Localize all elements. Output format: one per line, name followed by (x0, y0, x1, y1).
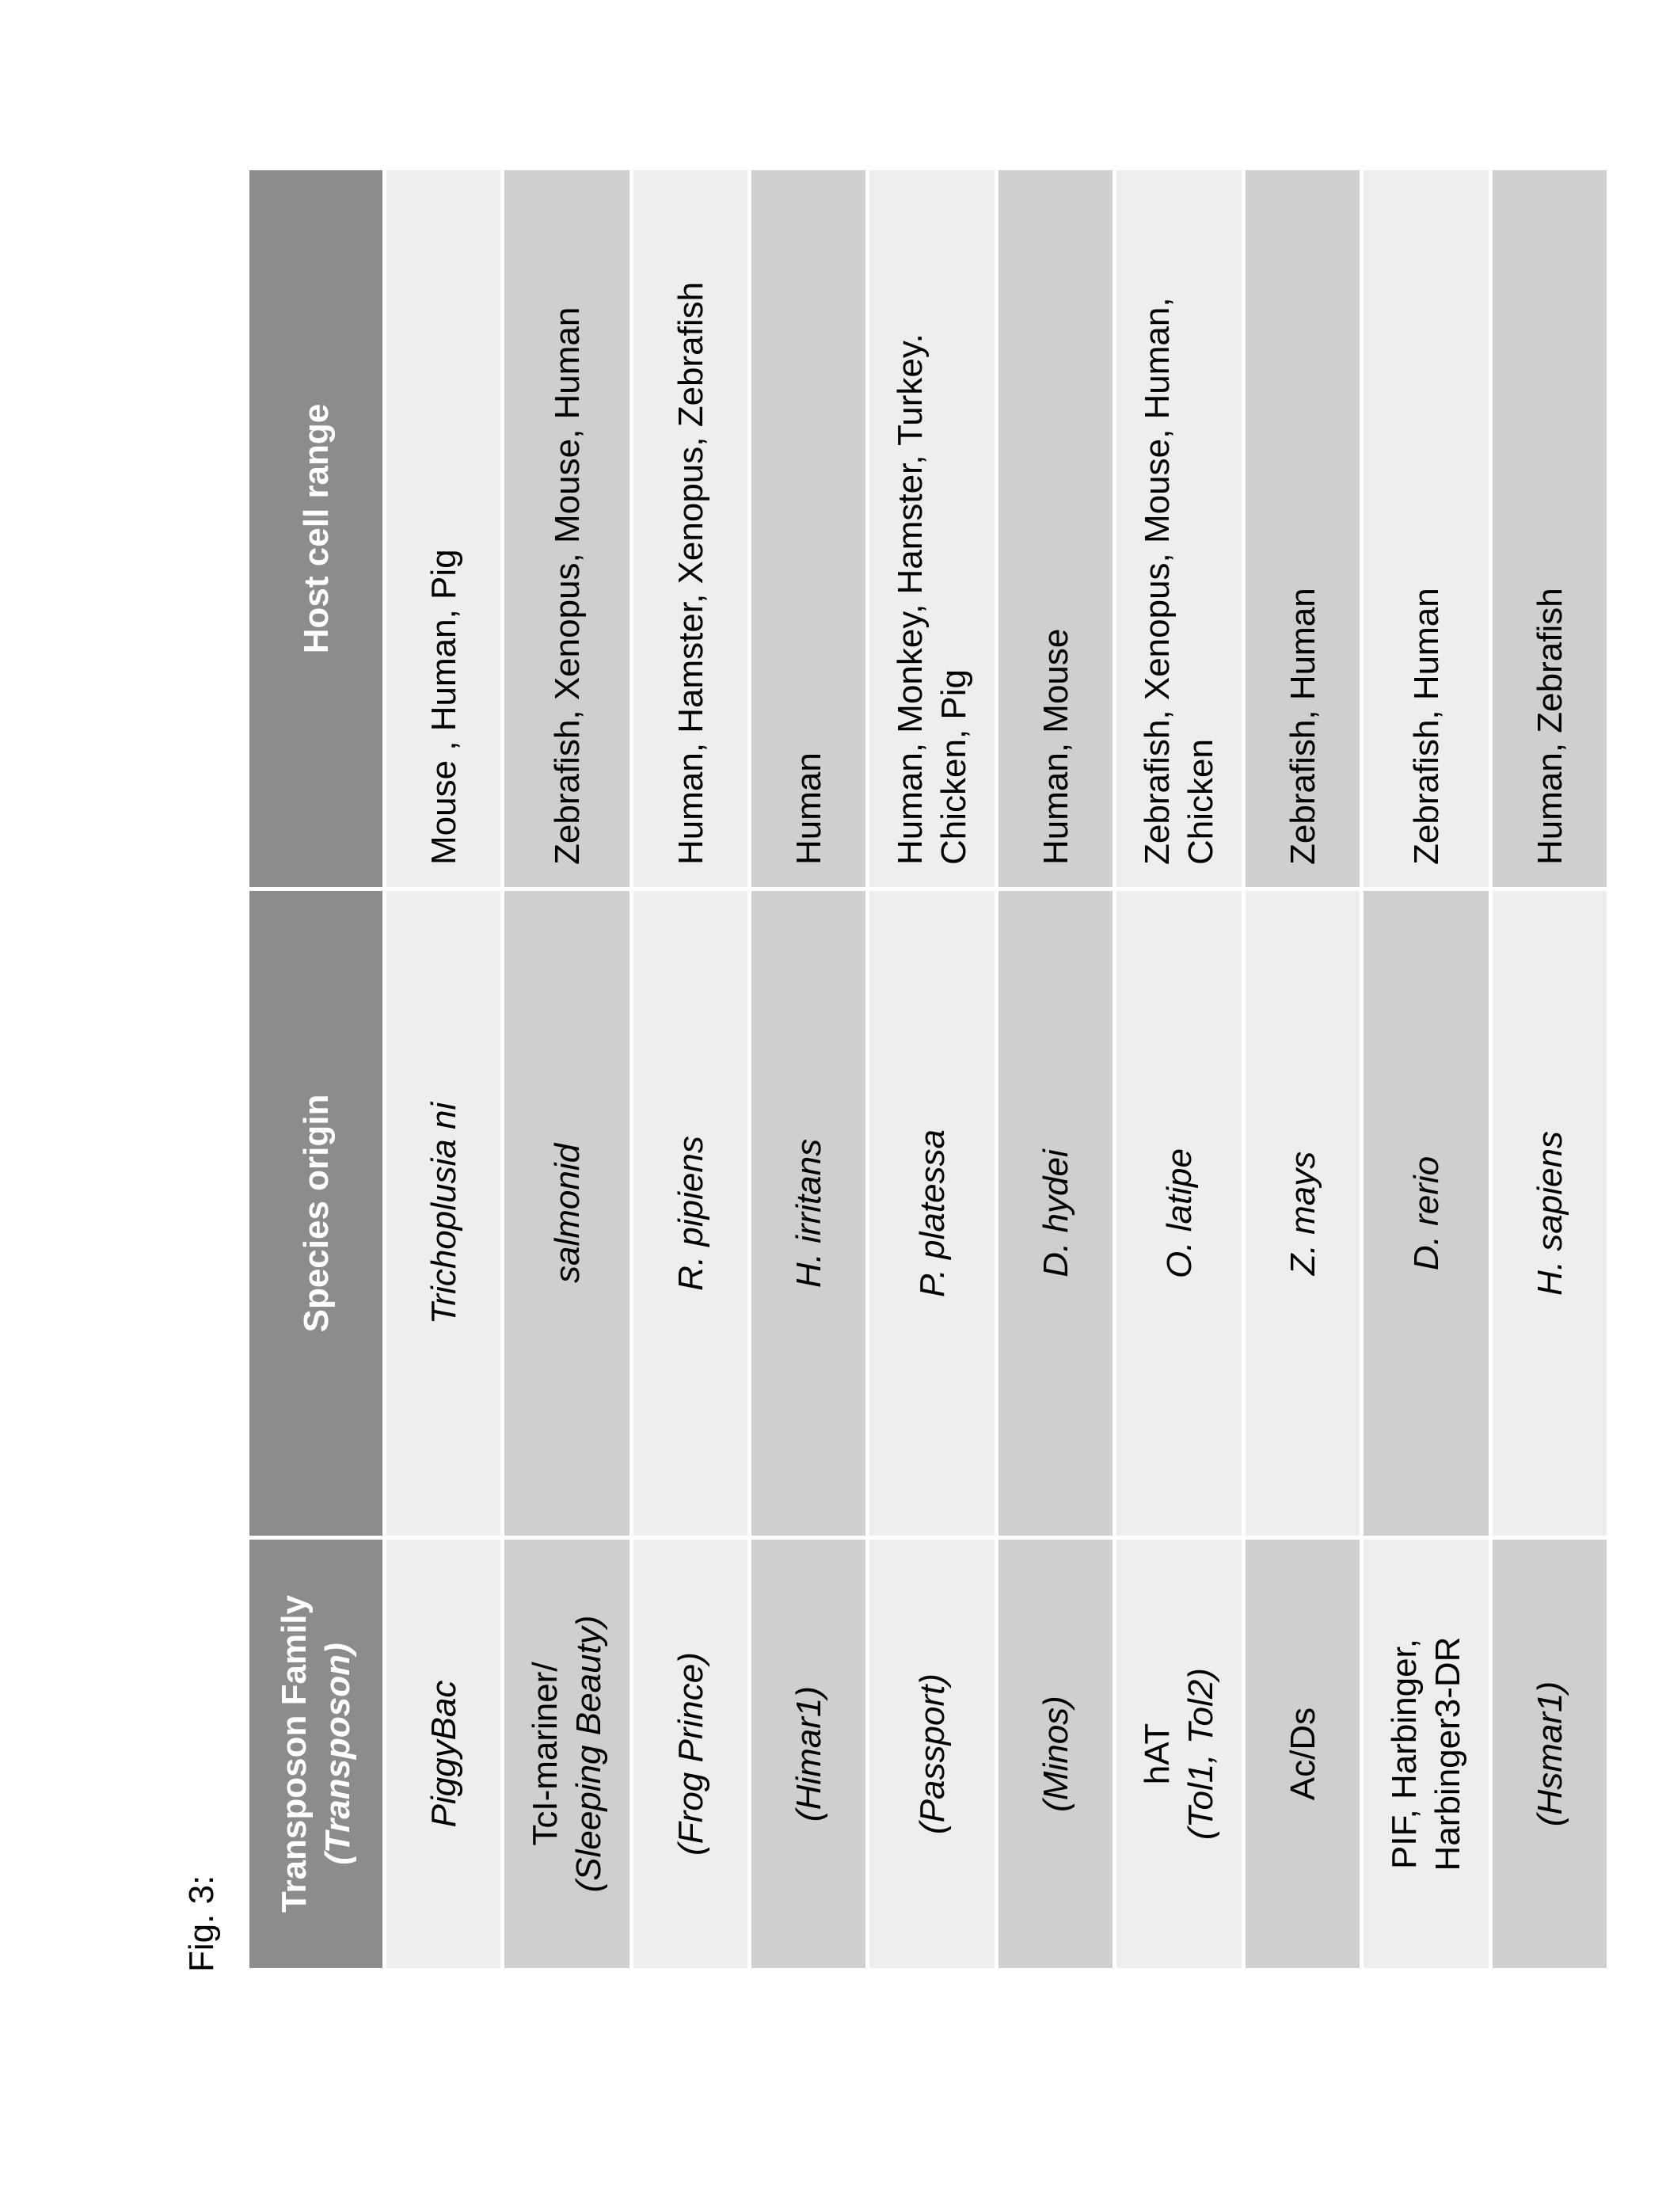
transposon-table: Transposon Family (Transposon) Species o… (245, 166, 1611, 1972)
table-row: (Hsmar1)H. sapiensHuman, Zebrafish (1491, 169, 1609, 1970)
cell-family: (Hsmar1) (1491, 1538, 1609, 1970)
cell-host: Zebrafish, Human (1244, 169, 1362, 889)
cell-host: Zebrafish, Xenopus, Mouse, Human, Chicke… (1115, 169, 1244, 889)
cell-host: Human, Mouse (997, 169, 1115, 889)
header-family-line2: (Transposon) (318, 1643, 357, 1864)
cell-origin: H. irritans (750, 889, 868, 1538)
cell-host: Human (750, 169, 868, 889)
table-row: (Passport)P. platessaHuman, Monkey, Hams… (868, 169, 997, 1970)
cell-family: (Himar1) (750, 1538, 868, 1970)
cell-origin: R. pipiens (632, 889, 750, 1538)
cell-host: Mouse , Human, Pig (385, 169, 503, 889)
table-row: (Himar1)H. irritansHuman (750, 169, 868, 1970)
cell-family: TcI-mariner/(Sleeping Beauty) (503, 1538, 632, 1970)
header-family-line1: Transposon Family (275, 1595, 314, 1913)
cell-host: Human, Zebrafish (1491, 169, 1609, 889)
table-row: (Frog Prince)R. pipiensHuman, Hamster, X… (632, 169, 750, 1970)
header-host: Host cell range (248, 169, 385, 889)
table-row: (Minos)D. hydeiHuman, Mouse (997, 169, 1115, 1970)
cell-origin: Trichoplusia ni (385, 889, 503, 1538)
cell-origin: salmonid (503, 889, 632, 1538)
figure-caption: Fig. 3: (182, 166, 222, 1972)
cell-host: Human, Hamster, Xenopus, Zebrafish (632, 169, 750, 889)
table-row: PIF, Harbinger, Harbinger3-DRD. rerioZeb… (1362, 169, 1491, 1970)
cell-family: hAT(Tol1, Tol2) (1115, 1538, 1244, 1970)
cell-origin: D. rerio (1362, 889, 1491, 1538)
cell-family: (Frog Prince) (632, 1538, 750, 1970)
table-row: PiggyBacTrichoplusia niMouse , Human, Pi… (385, 169, 503, 1970)
table-row: Ac/DsZ. maysZebrafish, Human (1244, 169, 1362, 1970)
header-family: Transposon Family (Transposon) (248, 1538, 385, 1970)
cell-host: Human, Monkey, Hamster, Turkey. Chicken,… (868, 169, 997, 889)
cell-family: (Minos) (997, 1538, 1115, 1970)
cell-host: Zebrafish, Xenopus, Mouse, Human (503, 169, 632, 889)
cell-family: Ac/Ds (1244, 1538, 1362, 1970)
cell-origin: H. sapiens (1491, 889, 1609, 1538)
cell-origin: Z. mays (1244, 889, 1362, 1538)
cell-family: PiggyBac (385, 1538, 503, 1970)
cell-origin: D. hydei (997, 889, 1115, 1538)
cell-family: (Passport) (868, 1538, 997, 1970)
table-row: hAT(Tol1, Tol2)O. latipeZebrafish, Xenop… (1115, 169, 1244, 1970)
table-header-row: Transposon Family (Transposon) Species o… (248, 169, 385, 1970)
cell-origin: O. latipe (1115, 889, 1244, 1538)
cell-host: Zebrafish, Human (1362, 169, 1491, 889)
cell-family: PIF, Harbinger, Harbinger3-DR (1362, 1538, 1491, 1970)
header-origin: Species origin (248, 889, 385, 1538)
table-body: PiggyBacTrichoplusia niMouse , Human, Pi… (385, 169, 1609, 1970)
cell-origin: P. platessa (868, 889, 997, 1538)
table-row: TcI-mariner/(Sleeping Beauty)salmonidZeb… (503, 169, 632, 1970)
